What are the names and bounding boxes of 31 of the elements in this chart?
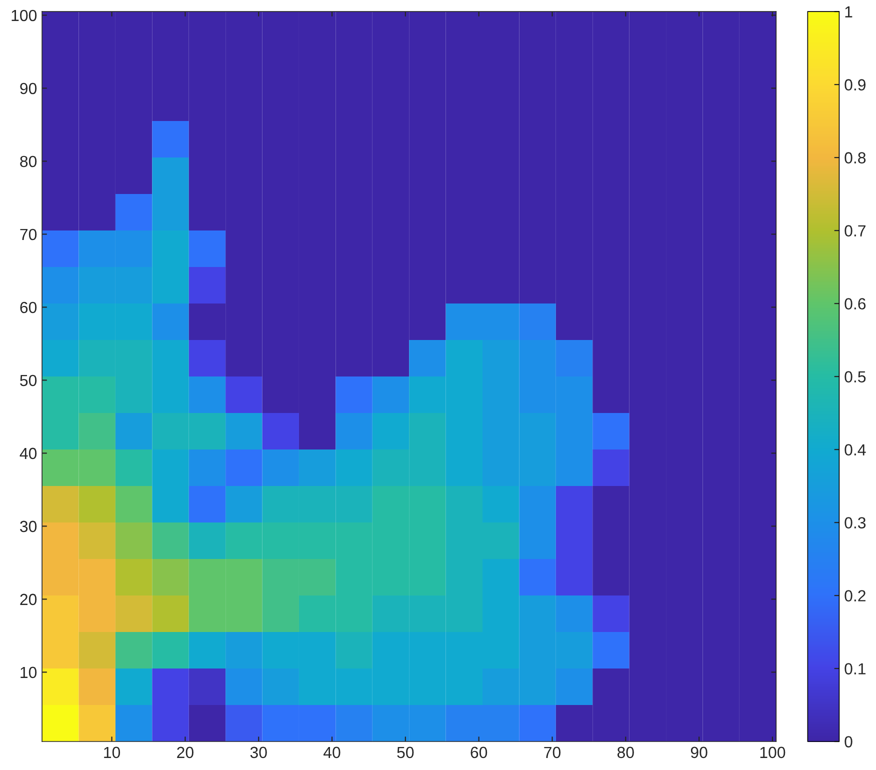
color-bar-label: 0.4 [844,444,866,456]
color-bar-label: 0.9 [844,79,866,90]
color-bar-label: 0.6 [844,298,866,310]
color-bar-label: 0.5 [844,371,866,382]
x-tick-label: 20 [177,746,194,758]
x-tick-label: 30 [250,746,267,758]
y-tick-label: 20 [20,594,37,606]
y-tick-label: 30 [20,520,37,532]
x-tick-label: 100 [760,746,786,758]
x-tick-label: 50 [397,746,414,758]
y-tick-label: 90 [20,82,37,94]
color-bar-label: 0.3 [844,517,866,528]
color-bar-label: 0.8 [844,152,866,164]
y-tick-label: 100 [12,10,37,22]
y-tick-label: 80 [20,156,37,168]
x-tick-label: 10 [104,746,120,758]
color-bar-label: 0 [844,736,852,748]
x-tick-label: 40 [324,746,340,758]
x-tick-label: 80 [617,746,634,758]
color-bar-label: 0.1 [844,663,866,674]
x-tick-label: 60 [470,746,488,758]
y-tick-label: 40 [20,448,37,460]
y-tick-label: 50 [20,374,37,386]
y-tick-label: 60 [20,302,37,314]
color-bar-label: 1 [845,6,852,18]
color-bar-label: 0.7 [844,225,866,236]
y-tick-label: 10 [20,666,37,678]
color-bar-label: 0.2 [844,590,866,602]
x-tick-label: 70 [544,746,560,758]
y-tick-label: 70 [20,228,37,240]
x-tick-label: 90 [690,746,708,758]
